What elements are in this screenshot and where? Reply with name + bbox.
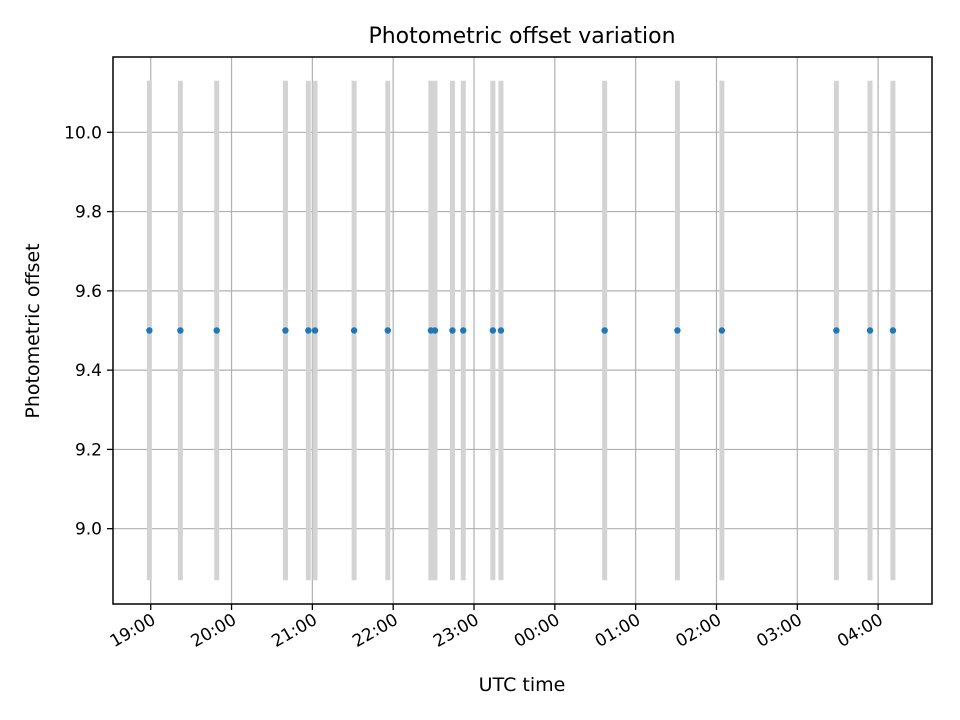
data-point	[674, 327, 681, 334]
y-tick-label: 9.2	[75, 440, 102, 460]
y-tick-label: 9.0	[75, 520, 102, 540]
data-point	[449, 327, 456, 334]
data-point	[177, 327, 184, 334]
data-point	[146, 327, 153, 334]
data-point	[489, 327, 497, 334]
y-tick-label: 10.0	[64, 123, 102, 143]
x-axis-label: UTC time	[479, 674, 566, 696]
data-point	[718, 327, 726, 334]
y-tick-label: 9.6	[75, 282, 102, 302]
data-point	[497, 327, 505, 334]
data-point	[213, 327, 220, 334]
data-point	[601, 327, 608, 334]
data-point	[866, 327, 874, 334]
data-point	[282, 327, 289, 334]
data-point	[384, 327, 391, 334]
data-point	[431, 327, 439, 334]
data-point	[350, 327, 358, 334]
data-point	[889, 327, 897, 334]
y-tick-label: 9.8	[75, 203, 102, 223]
grid-lines	[113, 57, 932, 604]
data-points	[146, 327, 897, 334]
chart-title: Photometric offset variation	[368, 24, 675, 49]
plot-frame	[112, 56, 933, 605]
y-tick-label: 9.4	[75, 361, 102, 381]
data-point	[311, 327, 319, 334]
data-point	[833, 327, 840, 334]
data-point	[460, 327, 467, 334]
y-axis-label: Photometric offset	[22, 243, 44, 418]
data-point	[305, 327, 312, 334]
